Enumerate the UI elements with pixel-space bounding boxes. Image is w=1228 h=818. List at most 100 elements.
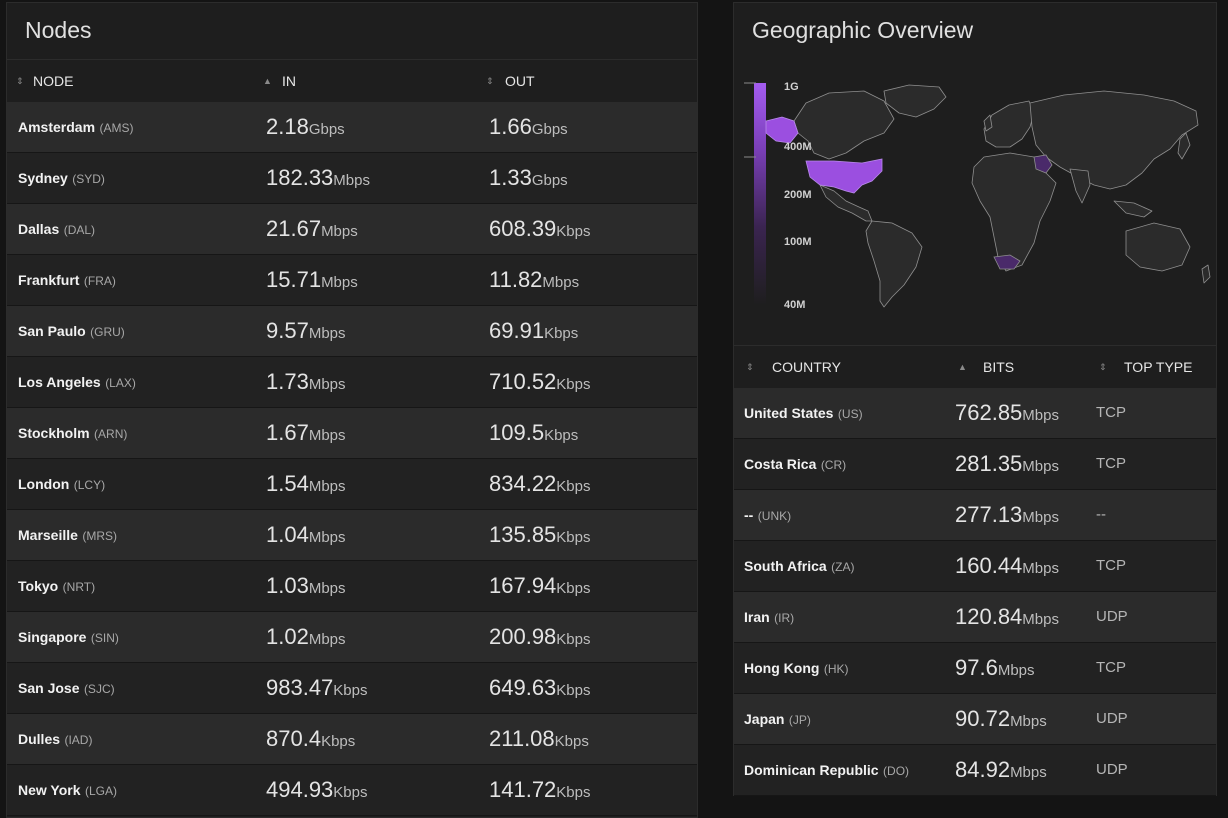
geo-table-header: ⇕ COUNTRY ▲ BITS ⇕ TOP TYPE [734, 345, 1216, 389]
node-in-value: 1.04 [266, 522, 309, 547]
node-out-value: 608.39 [489, 216, 557, 241]
node-out-unit: Mbps [542, 274, 580, 291]
node-out-unit: Kbps [544, 325, 579, 342]
node-out-value: 1.66 [489, 114, 532, 139]
column-header-top-type[interactable]: TOP TYPE [1124, 359, 1193, 375]
node-row[interactable]: Stockholm (ARN) 1.67Mbps 109.5Kbps [7, 408, 697, 459]
country-bits-cell: 277.13Mbps [955, 490, 1059, 540]
node-name: San Jose [18, 680, 80, 696]
node-in-cell: 1.02Mbps [266, 612, 346, 662]
node-row[interactable]: Singapore (SIN) 1.02Mbps 200.98Kbps [7, 612, 697, 663]
country-row[interactable]: Dominican Republic (DO) 84.92Mbps UDP [734, 745, 1216, 796]
node-name-cell: Dallas (DAL) [18, 204, 95, 254]
country-row[interactable]: South Africa (ZA) 160.44Mbps TCP [734, 541, 1216, 592]
column-header-bits[interactable]: BITS [983, 359, 1015, 375]
node-row[interactable]: Dallas (DAL) 21.67Mbps 608.39Kbps [7, 204, 697, 255]
map-australia [1125, 222, 1191, 272]
country-bits-unit: Mbps [1022, 611, 1059, 628]
node-in-value: 1.03 [266, 573, 309, 598]
node-row[interactable]: San Jose (SJC) 983.47Kbps 649.63Kbps [7, 663, 697, 714]
node-in-cell: 2.18Gbps [266, 102, 345, 152]
node-row[interactable]: Sydney (SYD) 182.33Mbps 1.33Gbps [7, 153, 697, 204]
node-out-cell: 200.98Kbps [489, 612, 591, 662]
column-header-out[interactable]: OUT [505, 73, 535, 89]
node-out-unit: Kbps [556, 376, 591, 393]
country-bits-value: 160.44 [955, 553, 1023, 578]
node-out-value: 135.85 [489, 522, 557, 547]
node-in-value: 494.93 [266, 777, 334, 802]
node-in-value: 1.73 [266, 369, 309, 394]
node-out-value: 141.72 [489, 777, 557, 802]
column-header-node[interactable]: NODE [33, 73, 74, 89]
node-out-unit: Kbps [556, 682, 591, 699]
node-in-unit: Mbps [308, 478, 346, 495]
node-name-cell: Dulles (IAD) [18, 714, 92, 764]
node-out-unit: Kbps [556, 631, 591, 648]
node-code: (ARN) [94, 427, 128, 441]
country-bits-cell: 97.6Mbps [955, 643, 1035, 693]
node-name: London [18, 476, 70, 492]
country-top-type: TCP [1096, 659, 1126, 676]
country-row[interactable]: Costa Rica (CR) 281.35Mbps TCP [734, 439, 1216, 490]
column-header-country[interactable]: COUNTRY [772, 359, 841, 375]
sort-in-icon[interactable]: ▲ [263, 76, 272, 86]
map-japan [1177, 132, 1191, 160]
node-row[interactable]: Tokyo (NRT) 1.03Mbps 167.94Kbps [7, 561, 697, 612]
sort-node-icon[interactable]: ⇕ [16, 76, 24, 86]
node-name: Dallas [18, 221, 60, 237]
node-code: (AMS) [99, 121, 134, 135]
map-new-zealand [1201, 264, 1211, 284]
node-in-unit: Mbps [308, 631, 346, 648]
country-row[interactable]: Japan (JP) 90.72Mbps UDP [734, 694, 1216, 745]
node-code: (SIN) [90, 631, 119, 645]
node-name: San Paulo [18, 323, 86, 339]
node-row[interactable]: Los Angeles (LAX) 1.73Mbps 710.52Kbps [7, 357, 697, 408]
country-name-cell: Dominican Republic (DO) [744, 745, 909, 795]
country-row[interactable]: -- (UNK) 277.13Mbps -- [734, 490, 1216, 541]
node-out-cell: 710.52Kbps [489, 357, 591, 407]
country-bits-cell: 90.72Mbps [955, 694, 1047, 744]
node-row[interactable]: Dulles (IAD) 870.4Kbps 211.08Kbps [7, 714, 697, 765]
node-out-unit: Kbps [556, 784, 591, 801]
sort-bits-icon[interactable]: ▲ [958, 362, 967, 372]
node-out-value: 109.5 [489, 420, 545, 445]
node-in-value: 1.54 [266, 471, 309, 496]
sort-out-icon[interactable]: ⇕ [486, 76, 494, 86]
node-code: (IAD) [64, 733, 93, 747]
node-in-unit: Kbps [333, 682, 368, 699]
country-bits-cell: 120.84Mbps [955, 592, 1059, 642]
node-name-cell: Amsterdam (AMS) [18, 102, 133, 152]
country-code: (JP) [788, 713, 811, 727]
country-code: (US) [837, 407, 863, 421]
country-bits-unit: Mbps [1010, 713, 1047, 730]
country-row[interactable]: United States (US) 762.85Mbps TCP [734, 388, 1216, 439]
node-in-unit: Mbps [321, 223, 358, 240]
sort-top-type-icon[interactable]: ⇕ [1099, 362, 1107, 372]
sort-country-icon[interactable]: ⇕ [746, 362, 754, 372]
node-name: Tokyo [18, 578, 59, 594]
node-name: Los Angeles [18, 374, 101, 390]
node-row[interactable]: New York (LGA) 494.93Kbps 141.72Kbps [7, 765, 697, 816]
node-out-value: 69.91 [489, 318, 545, 343]
map-canada [793, 90, 895, 160]
map-iran [1033, 154, 1053, 174]
node-name-cell: New York (LGA) [18, 765, 117, 815]
column-header-in[interactable]: IN [282, 73, 296, 89]
node-row[interactable]: San Paulo (GRU) 9.57Mbps 69.91Kbps [7, 306, 697, 357]
world-map[interactable]: 1G 400M 200M 100M 40M [734, 61, 1216, 346]
node-out-cell: 109.5Kbps [489, 408, 578, 458]
nodes-table-header: ⇕ NODE ▲ IN ⇕ OUT [7, 59, 697, 103]
node-row[interactable]: London (LCY) 1.54Mbps 834.22Kbps [7, 459, 697, 510]
country-name-cell: United States (US) [744, 388, 863, 438]
node-row[interactable]: Amsterdam (AMS) 2.18Gbps 1.66Gbps [7, 102, 697, 153]
node-name: Sydney [18, 170, 68, 186]
node-name-cell: Los Angeles (LAX) [18, 357, 136, 407]
node-row[interactable]: Frankfurt (FRA) 15.71Mbps 11.82Mbps [7, 255, 697, 306]
country-name-cell: Costa Rica (CR) [744, 439, 846, 489]
country-row[interactable]: Hong Kong (HK) 97.6Mbps TCP [734, 643, 1216, 694]
country-bits-unit: Mbps [1022, 509, 1059, 526]
node-in-unit: Kbps [333, 784, 368, 801]
node-row[interactable]: Marseille (MRS) 1.04Mbps 135.85Kbps [7, 510, 697, 561]
country-row[interactable]: Iran (IR) 120.84Mbps UDP [734, 592, 1216, 643]
node-out-cell: 167.94Kbps [489, 561, 591, 611]
